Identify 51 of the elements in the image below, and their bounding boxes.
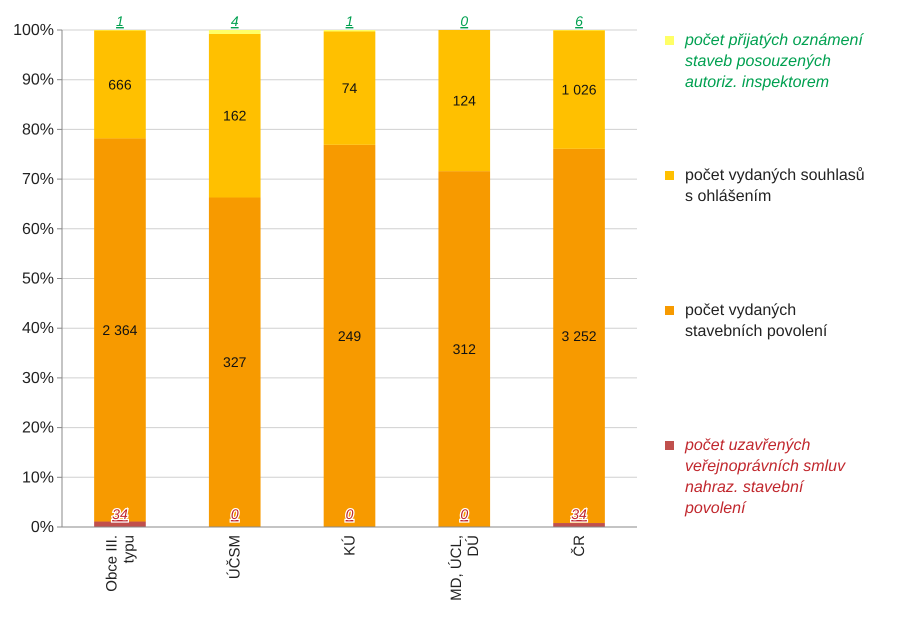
annotation: 1 026 — [562, 82, 597, 98]
annotation: 0 — [460, 13, 468, 29]
annotation: 1 — [346, 13, 354, 29]
annotation: 249 — [338, 328, 362, 344]
x-tick-label: ČR — [570, 534, 588, 557]
annotation: 0 — [346, 506, 354, 522]
annotation: 34 — [112, 506, 128, 522]
x-tick-label: MD, ÚCL, DÚ — [446, 535, 482, 601]
annotation: 74 — [342, 80, 358, 96]
bar — [553, 148, 605, 524]
y-tick-label: 80% — [22, 121, 54, 138]
annotation: 327 — [223, 354, 247, 370]
y-tick-label: 90% — [22, 72, 54, 89]
bar — [208, 34, 261, 198]
annotation: 124 — [452, 92, 476, 109]
legend-label: počet vydaných souhlasů s ohlášením — [685, 167, 865, 205]
bar — [324, 31, 376, 145]
y-tick-label: 70% — [22, 171, 54, 188]
annotation: 0 — [230, 506, 239, 522]
x-tick-label: Obce III. typu — [103, 535, 138, 592]
annotation: 666 — [108, 76, 132, 92]
y-tick-label: 0% — [30, 519, 54, 536]
x-tick-label: ÚČSM — [226, 535, 244, 580]
annotation: 162 — [223, 108, 247, 124]
bar — [553, 30, 605, 149]
annotation: 6 — [575, 13, 584, 29]
bar — [94, 30, 146, 138]
annotation: 34 — [571, 506, 588, 522]
legend-label: počet uzavřených veřejnoprávních smluv nahraz. stavební povolení — [684, 437, 846, 517]
annotation: 4 — [230, 13, 239, 29]
bar — [208, 197, 261, 527]
legend-label: počet vydaných stavebních povolení — [685, 302, 828, 340]
bar — [208, 30, 261, 34]
y-tick-label: 60% — [22, 220, 54, 238]
y-tick-label: 30% — [22, 370, 54, 387]
bar — [438, 30, 490, 172]
annotation: 1 — [116, 13, 124, 29]
y-tick-label: 100% — [13, 22, 54, 39]
y-tick-label: 40% — [22, 320, 54, 338]
annotation: 2 364 — [102, 322, 138, 338]
bar — [438, 171, 490, 527]
bar — [324, 144, 376, 527]
annotation: 0 — [460, 506, 468, 522]
y-tick-label: 20% — [22, 420, 54, 437]
annotation: 3 252 — [562, 328, 597, 344]
bar — [94, 138, 146, 522]
y-tick-label: 10% — [22, 469, 54, 486]
annotation: 312 — [452, 341, 476, 358]
y-tick-label: 50% — [22, 270, 54, 288]
x-tick-label: KÚ — [340, 535, 358, 556]
legend-label: počet přijatých oznámení staveb posouzených autoriz. inspektorem — [684, 32, 864, 91]
